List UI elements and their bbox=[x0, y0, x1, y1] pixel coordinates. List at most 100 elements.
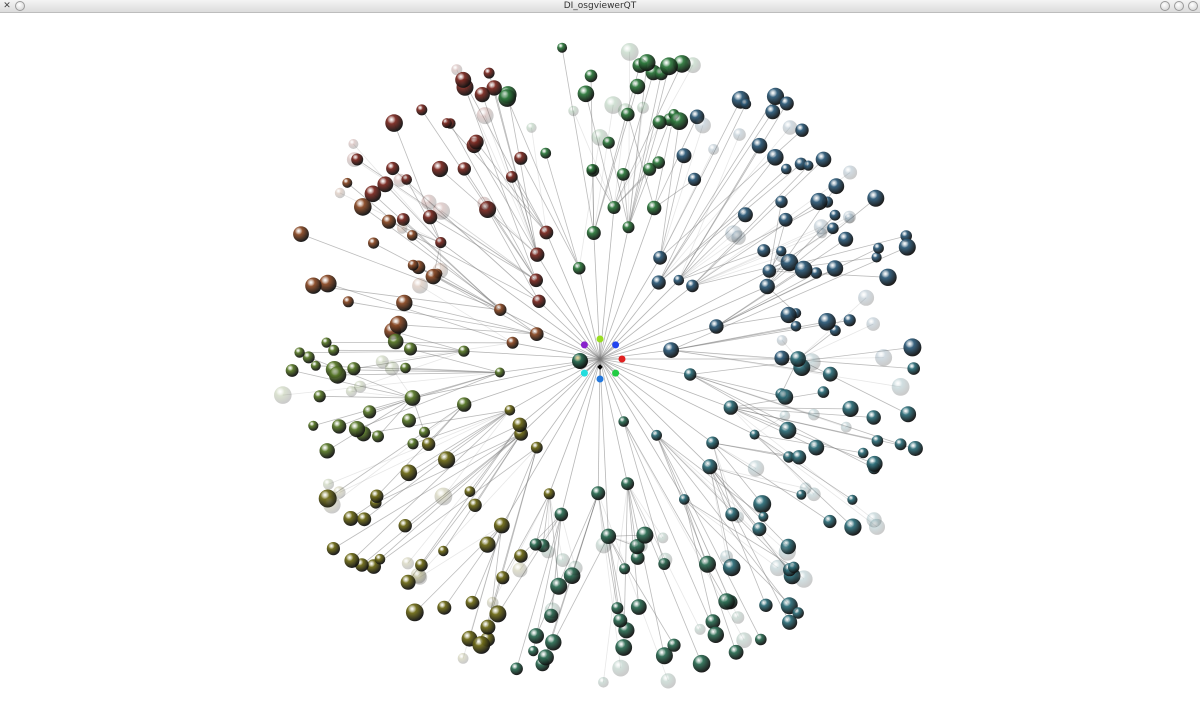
node-sphere[interactable] bbox=[568, 105, 579, 117]
node-sphere[interactable] bbox=[476, 107, 494, 125]
node-sphere[interactable] bbox=[815, 151, 832, 168]
center-node[interactable] bbox=[580, 341, 588, 349]
center-node[interactable] bbox=[612, 369, 620, 377]
node-sphere[interactable] bbox=[709, 319, 724, 334]
node-sphere[interactable] bbox=[400, 574, 416, 590]
node-sphere[interactable] bbox=[619, 563, 631, 575]
node-sphere[interactable] bbox=[381, 214, 396, 229]
node-sphere[interactable] bbox=[702, 459, 718, 475]
node-sphere[interactable] bbox=[731, 611, 745, 624]
node-sphere[interactable] bbox=[779, 410, 791, 422]
node-sphere[interactable] bbox=[407, 259, 419, 271]
node-sphere[interactable] bbox=[612, 659, 630, 677]
node-sphere[interactable] bbox=[791, 450, 807, 465]
node-sphere[interactable] bbox=[829, 209, 841, 221]
node-sphere[interactable] bbox=[708, 144, 719, 155]
node-sphere[interactable] bbox=[765, 104, 781, 120]
node-sphere[interactable] bbox=[866, 317, 880, 331]
center-node[interactable] bbox=[612, 341, 620, 349]
node-sphere[interactable] bbox=[342, 177, 353, 188]
node-sphere[interactable] bbox=[653, 250, 667, 265]
center-node[interactable] bbox=[580, 369, 588, 377]
node-sphere[interactable] bbox=[493, 517, 510, 534]
node-sphere[interactable] bbox=[550, 577, 568, 595]
node-sphere[interactable] bbox=[611, 602, 624, 615]
node-sphere[interactable] bbox=[432, 202, 450, 220]
3d-viewport[interactable] bbox=[0, 13, 1200, 706]
node-sphere[interactable] bbox=[826, 260, 844, 277]
node-sphere[interactable] bbox=[386, 161, 400, 176]
node-sphere[interactable] bbox=[486, 80, 502, 96]
node-sphere[interactable] bbox=[790, 351, 806, 367]
node-sphere[interactable] bbox=[437, 600, 452, 615]
node-sphere[interactable] bbox=[779, 421, 797, 439]
node-sphere[interactable] bbox=[643, 162, 657, 176]
node-sphere[interactable] bbox=[618, 416, 629, 427]
node-sphere[interactable] bbox=[647, 200, 662, 216]
node-sphere[interactable] bbox=[285, 364, 299, 377]
node-sphere[interactable] bbox=[348, 421, 366, 438]
node-sphere[interactable] bbox=[387, 333, 404, 350]
node-sphere[interactable] bbox=[638, 54, 656, 72]
node-sphere[interactable] bbox=[616, 168, 630, 181]
node-sphere[interactable] bbox=[823, 514, 837, 529]
node-sphere[interactable] bbox=[402, 413, 416, 428]
node-sphere[interactable] bbox=[706, 436, 719, 450]
node-sphere[interactable] bbox=[676, 148, 692, 164]
node-sphere[interactable] bbox=[477, 196, 491, 211]
node-sphere[interactable] bbox=[615, 639, 633, 656]
node-sphere[interactable] bbox=[323, 496, 341, 514]
node-sphere[interactable] bbox=[396, 294, 413, 312]
node-sphere[interactable] bbox=[775, 195, 788, 208]
node-sphere[interactable] bbox=[762, 264, 777, 278]
node-sphere[interactable] bbox=[586, 226, 601, 240]
node-sphere[interactable] bbox=[755, 633, 767, 646]
node-sphere[interactable] bbox=[679, 494, 690, 505]
node-sphere[interactable] bbox=[293, 226, 309, 243]
node-sphere[interactable] bbox=[401, 557, 414, 570]
node-sphere[interactable] bbox=[483, 67, 495, 79]
node-sphere[interactable] bbox=[595, 537, 612, 554]
node-sphere[interactable] bbox=[421, 194, 437, 210]
node-sphere[interactable] bbox=[621, 107, 635, 122]
node-sphere[interactable] bbox=[792, 607, 804, 619]
node-sphere[interactable] bbox=[844, 213, 855, 224]
node-sphere[interactable] bbox=[364, 185, 382, 203]
node-sphere[interactable] bbox=[604, 96, 622, 114]
node-sphere[interactable] bbox=[866, 410, 881, 425]
node-sphere[interactable] bbox=[778, 543, 796, 561]
node-sphere[interactable] bbox=[779, 96, 794, 111]
node-sphere[interactable] bbox=[622, 221, 635, 234]
node-sphere[interactable] bbox=[302, 351, 315, 364]
node-sphere[interactable] bbox=[374, 553, 386, 565]
node-sphere[interactable] bbox=[377, 176, 394, 193]
node-sphere[interactable] bbox=[345, 385, 357, 397]
node-sphere[interactable] bbox=[375, 355, 389, 369]
node-sphere[interactable] bbox=[557, 42, 568, 53]
node-sphere[interactable] bbox=[752, 522, 767, 537]
node-sphere[interactable] bbox=[294, 347, 305, 358]
node-sphere[interactable] bbox=[817, 386, 830, 398]
node-sphere[interactable] bbox=[722, 558, 741, 577]
node-sphere[interactable] bbox=[498, 89, 516, 107]
node-sphere[interactable] bbox=[545, 634, 562, 651]
node-sphere[interactable] bbox=[636, 526, 654, 544]
node-sphere[interactable] bbox=[753, 495, 772, 514]
node-sphere[interactable] bbox=[723, 400, 738, 415]
node-sphere[interactable] bbox=[372, 430, 384, 443]
node-sphere[interactable] bbox=[670, 112, 689, 130]
node-sphere[interactable] bbox=[415, 558, 428, 572]
node-sphere[interactable] bbox=[657, 532, 669, 544]
node-sphere[interactable] bbox=[684, 368, 697, 381]
node-sphere[interactable] bbox=[838, 231, 854, 247]
node-sphere[interactable] bbox=[652, 156, 665, 169]
node-sphere[interactable] bbox=[652, 115, 667, 130]
node-sphere[interactable] bbox=[803, 160, 814, 171]
node-sphere[interactable] bbox=[331, 419, 347, 434]
node-sphere[interactable] bbox=[323, 478, 334, 490]
node-sphere[interactable] bbox=[512, 562, 528, 578]
node-sphere[interactable] bbox=[794, 260, 813, 279]
node-sphere[interactable] bbox=[637, 101, 649, 114]
node-sphere[interactable] bbox=[718, 593, 735, 610]
node-sphere[interactable] bbox=[584, 69, 598, 83]
